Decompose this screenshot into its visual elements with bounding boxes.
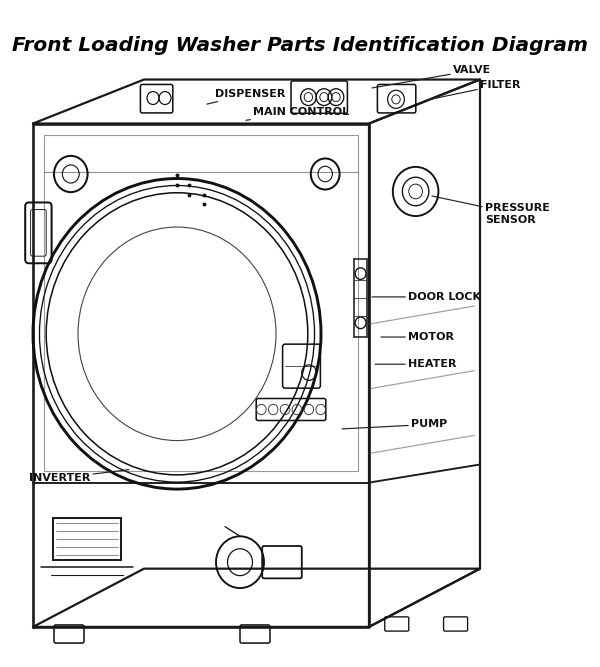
Text: PUMP: PUMP (342, 420, 447, 430)
Text: HEATER: HEATER (375, 360, 457, 370)
Text: Front Loading Washer Parts Identification Diagram: Front Loading Washer Parts Identificatio… (12, 36, 588, 55)
Text: PRESSURE
SENSOR: PRESSURE SENSOR (432, 196, 550, 225)
Text: MOTOR: MOTOR (381, 332, 454, 342)
Text: INVERTER: INVERTER (29, 470, 129, 483)
Text: DOOR LOCK: DOOR LOCK (372, 292, 481, 302)
Text: FILTER: FILTER (426, 80, 521, 100)
Text: VALVE: VALVE (372, 65, 491, 88)
Text: DISPENSER: DISPENSER (207, 89, 285, 104)
Text: MAIN CONTROL: MAIN CONTROL (246, 107, 349, 120)
